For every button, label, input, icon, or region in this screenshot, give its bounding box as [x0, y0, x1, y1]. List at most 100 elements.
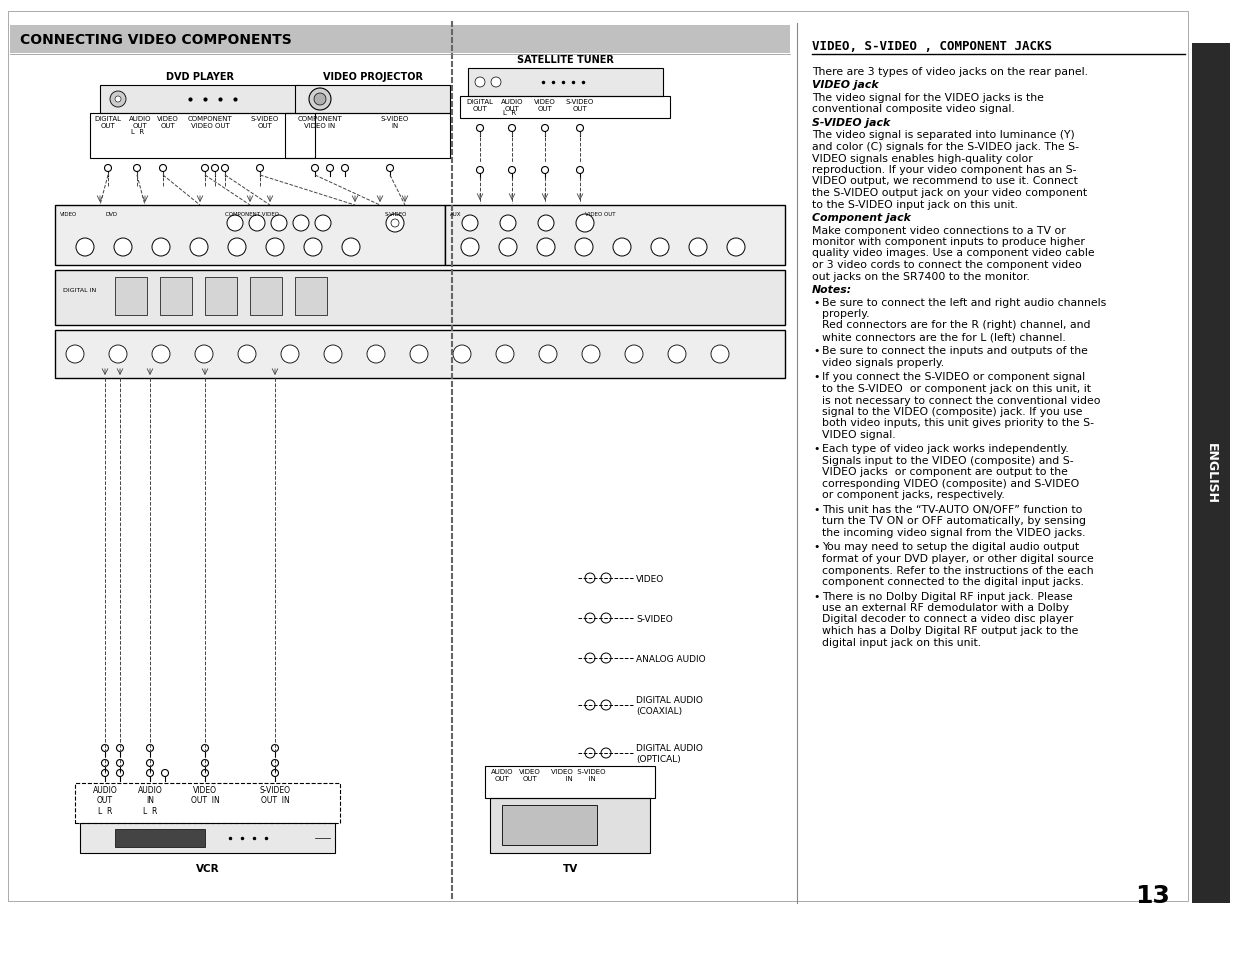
Circle shape — [115, 97, 121, 103]
Text: If you connect the S-VIDEO or component signal: If you connect the S-VIDEO or component … — [823, 372, 1086, 382]
Circle shape — [342, 239, 359, 256]
Text: •: • — [813, 297, 819, 307]
Text: DIGITAL IN: DIGITAL IN — [63, 288, 96, 294]
Text: ANALOG AUDIO: ANALOG AUDIO — [636, 654, 705, 662]
Circle shape — [201, 744, 209, 752]
Text: COMPONENT
VIDEO IN: COMPONENT VIDEO IN — [298, 116, 342, 129]
Text: the S-VIDEO output jack on your video component: the S-VIDEO output jack on your video co… — [811, 188, 1087, 198]
Text: DIGITAL
OUT: DIGITAL OUT — [467, 99, 494, 112]
Circle shape — [159, 165, 167, 172]
Text: VIDEO signals enables high-quality color: VIDEO signals enables high-quality color — [811, 153, 1032, 163]
Circle shape — [266, 239, 284, 256]
Text: out jacks on the SR7400 to the monitor.: out jacks on the SR7400 to the monitor. — [811, 272, 1030, 281]
Text: Component jack: Component jack — [811, 213, 911, 223]
Circle shape — [272, 770, 279, 777]
Text: DIGITAL
OUT: DIGITAL OUT — [95, 116, 121, 129]
Text: This unit has the “TV-AUTO ON/OFF” function to: This unit has the “TV-AUTO ON/OFF” funct… — [823, 504, 1082, 515]
Text: Notes:: Notes: — [811, 285, 852, 294]
Circle shape — [221, 165, 228, 172]
Circle shape — [190, 239, 207, 256]
Circle shape — [499, 239, 517, 256]
Circle shape — [116, 760, 124, 767]
Circle shape — [152, 346, 170, 364]
Text: VIDEO jacks  or component are output to the: VIDEO jacks or component are output to t… — [823, 467, 1068, 477]
Circle shape — [116, 744, 124, 752]
Circle shape — [282, 346, 299, 364]
Circle shape — [538, 215, 555, 232]
Text: Red connectors are for the R (right) channel, and: Red connectors are for the R (right) cha… — [823, 320, 1091, 330]
Circle shape — [147, 770, 153, 777]
Bar — [115, 829, 205, 847]
Circle shape — [601, 748, 611, 759]
Text: VIDEO OUT: VIDEO OUT — [585, 212, 615, 216]
Bar — [805, 24, 1188, 903]
Circle shape — [462, 215, 478, 232]
Text: DIGITAL AUDIO
(COAXIAL): DIGITAL AUDIO (COAXIAL) — [636, 696, 703, 715]
Text: S-VIDEO: S-VIDEO — [385, 212, 408, 216]
Circle shape — [477, 126, 483, 132]
Circle shape — [147, 760, 153, 767]
Circle shape — [249, 215, 266, 232]
Text: •: • — [813, 504, 819, 515]
Circle shape — [492, 78, 501, 88]
Text: digital input jack on this unit.: digital input jack on this unit. — [823, 637, 981, 647]
Circle shape — [110, 91, 126, 108]
Circle shape — [201, 165, 209, 172]
Text: VIDEO
OUT: VIDEO OUT — [157, 116, 179, 129]
Circle shape — [387, 214, 404, 233]
Circle shape — [152, 239, 170, 256]
Bar — [295, 86, 450, 113]
Circle shape — [576, 214, 594, 233]
Text: and color (C) signals for the S-VIDEO jack. The S-: and color (C) signals for the S-VIDEO ja… — [811, 142, 1079, 152]
Circle shape — [228, 239, 246, 256]
Text: TV: TV — [562, 863, 578, 873]
Text: DVD PLAYER: DVD PLAYER — [165, 71, 233, 82]
Circle shape — [601, 614, 611, 623]
Text: components. Refer to the instructions of the each: components. Refer to the instructions of… — [823, 565, 1094, 575]
Text: monitor with component inputs to produce higher: monitor with component inputs to produce… — [811, 236, 1084, 247]
Circle shape — [461, 239, 479, 256]
Bar — [56, 271, 785, 326]
Text: S-VIDEO
OUT  IN: S-VIDEO OUT IN — [259, 785, 290, 804]
Circle shape — [201, 770, 209, 777]
Text: component connected to the digital input jacks.: component connected to the digital input… — [823, 577, 1084, 586]
Text: conventional composite video signal.: conventional composite video signal. — [811, 105, 1015, 114]
Circle shape — [601, 700, 611, 710]
Text: AUX: AUX — [450, 212, 462, 216]
Circle shape — [195, 346, 212, 364]
Bar — [468, 69, 663, 97]
Bar — [56, 331, 785, 378]
Text: CONNECTING VIDEO COMPONENTS: CONNECTING VIDEO COMPONENTS — [20, 33, 291, 47]
Text: •: • — [813, 372, 819, 382]
Text: Digital decoder to connect a video disc player: Digital decoder to connect a video disc … — [823, 614, 1073, 624]
Bar — [485, 766, 655, 799]
Text: or 3 video cords to connect the component video: or 3 video cords to connect the componen… — [811, 260, 1082, 270]
Text: L  R: L R — [504, 110, 516, 116]
Circle shape — [201, 760, 209, 767]
Text: Each type of video jack works independently.: Each type of video jack works independen… — [823, 444, 1068, 454]
Circle shape — [585, 748, 595, 759]
Text: VIDEO PROJECTOR: VIDEO PROJECTOR — [322, 71, 422, 82]
Text: •: • — [813, 346, 819, 356]
Text: turn the TV ON or OFF automatically, by sensing: turn the TV ON or OFF automatically, by … — [823, 516, 1086, 526]
Text: The video signal for the VIDEO jacks is the: The video signal for the VIDEO jacks is … — [811, 92, 1044, 103]
Circle shape — [585, 654, 595, 663]
Text: white connectors are the for L (left) channel.: white connectors are the for L (left) ch… — [823, 332, 1066, 341]
Circle shape — [582, 346, 600, 364]
Text: L  R: L R — [131, 129, 144, 135]
Circle shape — [585, 614, 595, 623]
Text: Be sure to connect the left and right audio channels: Be sure to connect the left and right au… — [823, 297, 1107, 307]
Circle shape — [257, 165, 263, 172]
Circle shape — [114, 239, 132, 256]
Bar — [75, 783, 340, 823]
Bar — [295, 277, 327, 315]
Circle shape — [101, 760, 109, 767]
Circle shape — [326, 165, 333, 172]
Text: AUDIO
OUT: AUDIO OUT — [128, 116, 151, 129]
Text: VIDEO signal.: VIDEO signal. — [823, 430, 895, 439]
Text: reproduction. If your video component has an S-: reproduction. If your video component ha… — [811, 165, 1077, 174]
Text: Make component video connections to a TV or: Make component video connections to a TV… — [811, 225, 1066, 235]
Circle shape — [537, 239, 555, 256]
Text: VIDEO: VIDEO — [636, 574, 664, 583]
Bar — [161, 277, 191, 315]
